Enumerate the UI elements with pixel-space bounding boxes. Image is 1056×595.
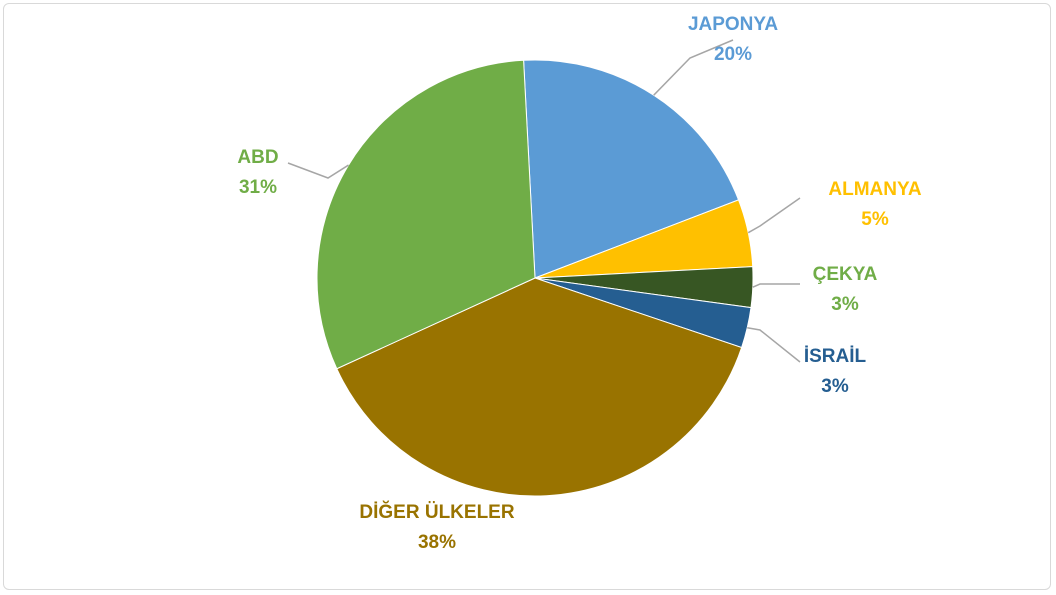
pie-slice-abd [316, 59, 536, 370]
slice-label-name: ABD [237, 147, 278, 168]
leader-line [752, 283, 800, 288]
slice-label-name: JAPONYA [688, 14, 778, 35]
slice-label-name: DİĞER ÜLKELER [359, 501, 514, 523]
slice-label-name: ÇEKYA [813, 264, 878, 285]
slice-label-name: İSRAİL [804, 346, 867, 367]
pie-slices [316, 59, 754, 497]
slice-label-percent: 20% [714, 44, 752, 65]
leader-lines [287, 39, 801, 363]
slice-label-percent: 3% [831, 294, 859, 315]
slice-label-name: ALMANYA [828, 179, 922, 200]
slice-label-percent: 31% [239, 177, 277, 198]
leader-line [287, 162, 349, 179]
pie-slice-di̇ğer-ülkeler [336, 277, 743, 497]
slice-label-percent: 3% [821, 376, 849, 397]
slice-label-percent: 38% [418, 532, 456, 553]
slice-label-percent: 5% [861, 209, 889, 230]
leader-line [747, 327, 801, 363]
leader-line [747, 197, 801, 234]
leader-line [653, 39, 734, 96]
pie-slice-japonya [523, 59, 740, 279]
slice-labels: JAPONYA 20% ALMANYA 5% ÇEKYA 3% İSRAİL 3% DİĞER … [237, 14, 921, 553]
